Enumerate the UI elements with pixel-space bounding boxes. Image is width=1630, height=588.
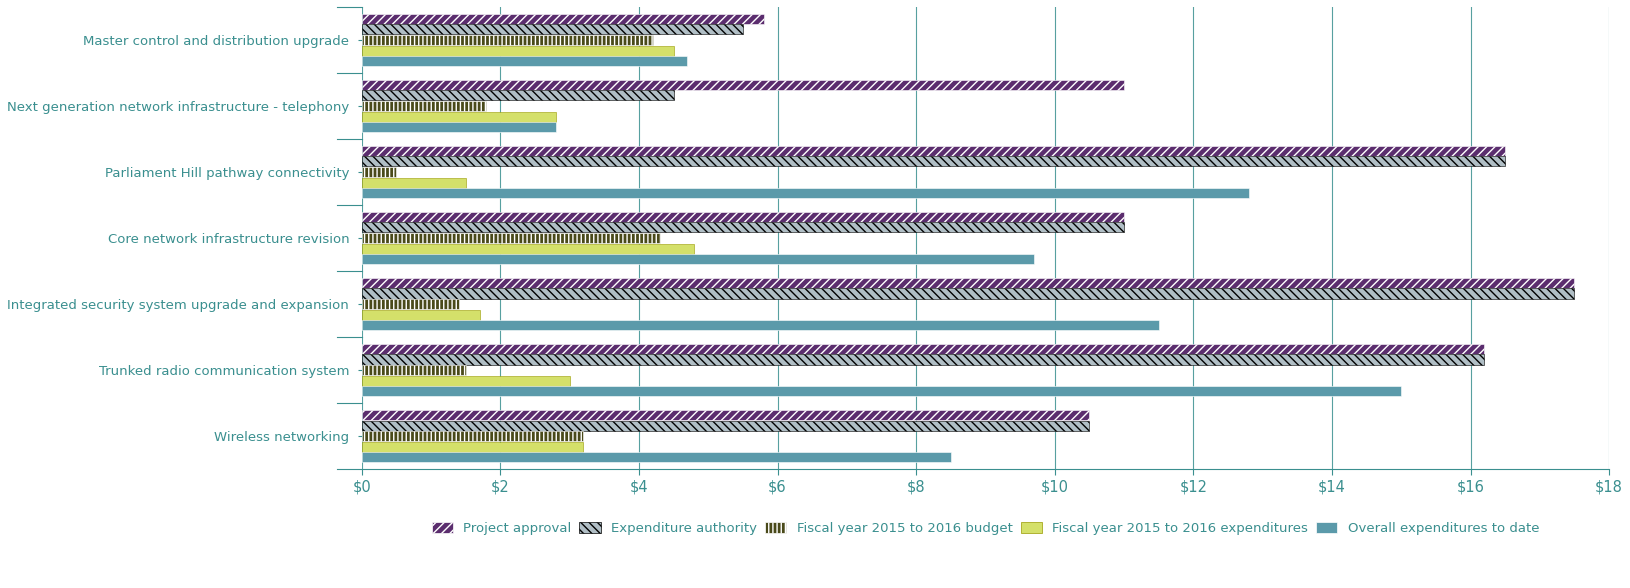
Bar (362, 24, 743, 35)
Bar (362, 344, 1485, 354)
Bar (362, 167, 396, 177)
Bar (362, 156, 1504, 166)
Bar (362, 35, 652, 45)
Bar (362, 80, 1125, 90)
Legend: Project approval, Expenditure authority, Fiscal year 2015 to 2016 budget, Fiscal: Project approval, Expenditure authority,… (432, 522, 1539, 535)
Bar (362, 289, 1575, 299)
Bar (362, 91, 673, 101)
Bar (362, 112, 556, 122)
Bar (362, 442, 584, 452)
Bar (362, 188, 1249, 198)
Bar (362, 122, 556, 132)
Bar (362, 222, 1125, 232)
Bar (362, 14, 763, 24)
Bar (362, 146, 1504, 156)
Bar (362, 45, 673, 55)
Bar (362, 320, 1159, 330)
Bar (362, 420, 1089, 430)
Bar (362, 410, 1089, 420)
Bar (362, 254, 1033, 264)
Bar (362, 355, 1485, 365)
Bar (362, 243, 694, 253)
Bar (362, 233, 660, 243)
Bar (362, 278, 1575, 288)
Bar (362, 376, 569, 386)
Bar (362, 452, 950, 462)
Bar (362, 56, 688, 66)
Bar (362, 310, 479, 320)
Bar (362, 212, 1125, 222)
Bar (362, 386, 1402, 396)
Bar (362, 431, 584, 441)
Bar (362, 101, 486, 111)
Bar (362, 178, 466, 188)
Bar (362, 365, 466, 375)
Bar (362, 299, 458, 309)
